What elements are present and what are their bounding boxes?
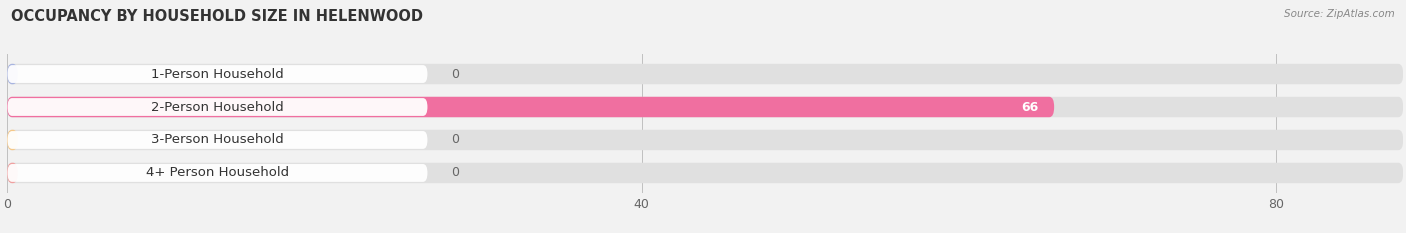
FancyBboxPatch shape [7,64,1403,84]
FancyBboxPatch shape [7,97,1054,117]
FancyBboxPatch shape [7,164,427,182]
FancyBboxPatch shape [7,163,1403,183]
Text: 0: 0 [451,68,460,81]
Text: OCCUPANCY BY HOUSEHOLD SIZE IN HELENWOOD: OCCUPANCY BY HOUSEHOLD SIZE IN HELENWOOD [11,9,423,24]
Text: 66: 66 [1021,100,1038,113]
Text: 2-Person Household: 2-Person Household [150,100,284,113]
Text: Source: ZipAtlas.com: Source: ZipAtlas.com [1284,9,1395,19]
FancyBboxPatch shape [7,130,18,150]
Text: 1-Person Household: 1-Person Household [150,68,284,81]
FancyBboxPatch shape [7,97,1403,117]
Text: 0: 0 [451,166,460,179]
FancyBboxPatch shape [7,130,1403,150]
FancyBboxPatch shape [7,98,427,116]
Text: 4+ Person Household: 4+ Person Household [146,166,290,179]
Text: 3-Person Household: 3-Person Household [150,134,284,147]
Text: 0: 0 [451,134,460,147]
FancyBboxPatch shape [7,163,18,183]
FancyBboxPatch shape [7,131,427,149]
FancyBboxPatch shape [7,65,427,83]
FancyBboxPatch shape [7,64,18,84]
